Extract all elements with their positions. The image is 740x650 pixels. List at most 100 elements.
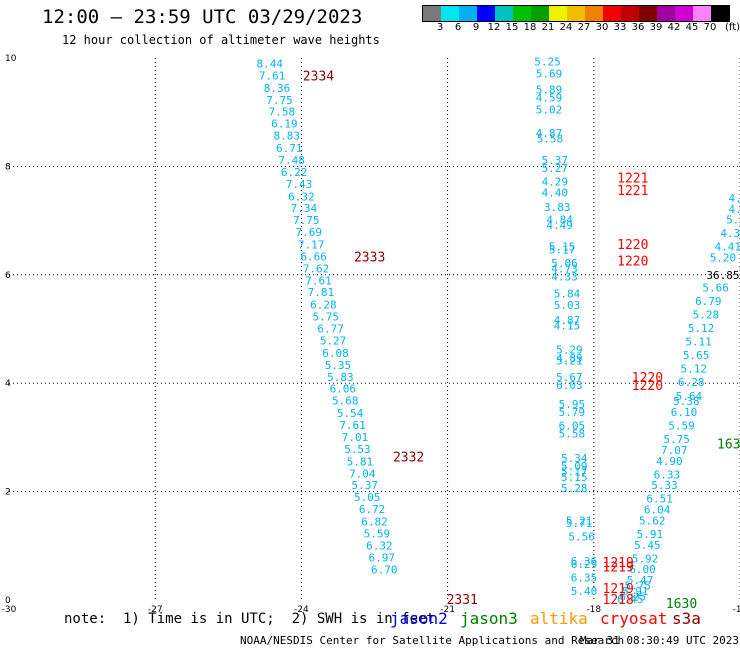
wave-height-point: 5.35 (325, 359, 352, 372)
color-swatch (477, 6, 495, 21)
wave-height-point: 6.25 (620, 590, 647, 603)
wave-height-point: 5.15 (549, 241, 576, 254)
track-time-annotations: 2334233323322331122112211220122012201220… (303, 69, 740, 611)
track-time-label: 1218 (603, 593, 634, 608)
wave-height-point: 6.70 (371, 564, 398, 577)
wave-height-point: 5.27 (320, 334, 347, 347)
wave-height-point: 7.58 (269, 106, 296, 119)
color-swatch (621, 6, 639, 21)
chart-title: 12:00 — 23:59 UTC 03/29/2023 (42, 6, 363, 28)
wave-height-point: 6.00 (629, 563, 656, 576)
data-points: 8.447.618.367.757.586.198.836.717.486.22… (256, 55, 740, 606)
legend-s3a: s3a (672, 609, 701, 628)
wave-height-point: 8.36 (264, 82, 291, 95)
color-scale-label: 27 (577, 22, 591, 33)
wave-height-point: 5.75 (624, 579, 651, 592)
wave-height-point: 5.69 (536, 67, 563, 80)
color-scale-label: 33 (613, 22, 627, 33)
wave-height-point: 5.68 (332, 395, 359, 408)
wave-height-point: 5.53 (344, 443, 371, 456)
wave-height-point: 5.37 (352, 479, 379, 492)
x-tick-label: -27 (148, 605, 163, 615)
wave-height-point: 4.29 (542, 176, 569, 189)
wave-height-point: 5.15 (561, 471, 588, 484)
color-scale-label: 18 (523, 22, 537, 33)
wave-height-point: 4. (729, 203, 740, 216)
color-swatch (585, 6, 603, 21)
wave-height-point: 5.06 (551, 257, 578, 270)
wave-height-point: 5.79 (559, 406, 586, 419)
y-tick-label: 4 (5, 379, 11, 389)
wave-height-point: 6.97 (369, 551, 396, 564)
track-time-label: 2333 (354, 250, 385, 265)
wave-height-point: 5.66 (702, 281, 729, 294)
color-scale-label: 21 (541, 22, 555, 33)
wave-height-point: 4.3 (720, 227, 740, 240)
wave-height-point: 6.51 (646, 493, 673, 506)
wave-height-point: 8.44 (256, 58, 283, 71)
wave-height-point: 5.45 (634, 539, 661, 552)
legend-jason3: jason3 (460, 609, 518, 628)
wave-height-point: 5.75 (313, 311, 340, 324)
wave-height-point: 6.32 (288, 190, 315, 203)
wave-height-point: 5.91 (637, 528, 664, 541)
track-time-label: 1219 (603, 582, 634, 597)
color-swatch (693, 6, 711, 21)
wave-height-point: 5.21 (566, 514, 593, 527)
axis-tick-labels: -30 -27 -24 -21 -18 -15 0 2 4 6 8 10 (2, 54, 740, 615)
wave-height-point: 5.29 (556, 344, 583, 357)
color-swatch (549, 6, 567, 21)
color-swatch (639, 6, 657, 21)
wave-height-point: 7.17 (298, 239, 325, 252)
y-tick-label: 2 (5, 488, 11, 498)
wave-height-point: 6.79 (695, 295, 722, 308)
wave-height-point: 4.73 (551, 262, 578, 275)
wave-height-point: 6.66 (300, 250, 327, 263)
wave-height-point: 5.20 (710, 252, 737, 265)
wave-height-point: 6.36 (571, 555, 598, 568)
track-time-label: 1220 (617, 254, 648, 269)
wave-height-point: 5.17 (561, 466, 588, 479)
color-swatch (603, 6, 621, 21)
wave-height-point: 5.75 (663, 433, 690, 446)
wave-height-point: 6.10 (671, 406, 698, 419)
wave-height-point: 5.21 (556, 355, 583, 368)
wave-height-point: 5.64 (676, 390, 703, 403)
wave-height-point: 5.54 (337, 407, 364, 420)
wave-height-point: 6.71 (276, 142, 303, 155)
legend-altika: altika (530, 609, 588, 628)
wave-height-point: 7.61 (305, 274, 332, 287)
wave-height-point: 6.29 (571, 558, 598, 571)
track-time-label: 1219 (603, 560, 634, 575)
color-swatch (513, 6, 531, 21)
color-swatch (657, 6, 675, 21)
wave-height-point: 6.06 (330, 383, 357, 396)
x-tick-label: -30 (2, 605, 17, 615)
wave-height-point: 6.77 (317, 323, 344, 336)
color-swatch (495, 6, 513, 21)
wave-height-point: 4.59 (536, 92, 563, 105)
footer-timestamp: Mar 31 08:30:49 UTC 2023 (580, 634, 739, 647)
wave-height-point: 3.83 (544, 201, 571, 214)
wave-height-point: 5.09 (561, 460, 588, 473)
color-swatch (711, 6, 729, 21)
wave-height-point: 6.22 (281, 166, 308, 179)
wave-height-point: 5.28 (693, 308, 720, 321)
wave-height-point: 4.87 (536, 127, 563, 140)
color-scale-label: 30 (595, 22, 609, 33)
wave-height-point: 6.05 (559, 420, 586, 433)
track-time-label: 1219 (603, 556, 634, 571)
wave-height-point: 8.83 (274, 130, 301, 143)
wave-height-point: 5.03 (554, 299, 581, 312)
track-time-label: 1220 (632, 371, 663, 386)
color-scale-label: 70 (703, 22, 717, 33)
y-tick-label: 6 (5, 271, 11, 281)
wave-height-point: 6.03 (556, 379, 583, 392)
wave-height-point: 5.92 (632, 552, 659, 565)
footer-credit: NOAA/NESDIS Center for Satellite Applica… (240, 634, 625, 647)
wave-height-point: 4.84 (546, 214, 573, 227)
wave-height-point: 4.90 (656, 455, 683, 468)
wave-height-point: 5.38 (673, 395, 700, 408)
wave-height-point: 4. (729, 192, 740, 205)
